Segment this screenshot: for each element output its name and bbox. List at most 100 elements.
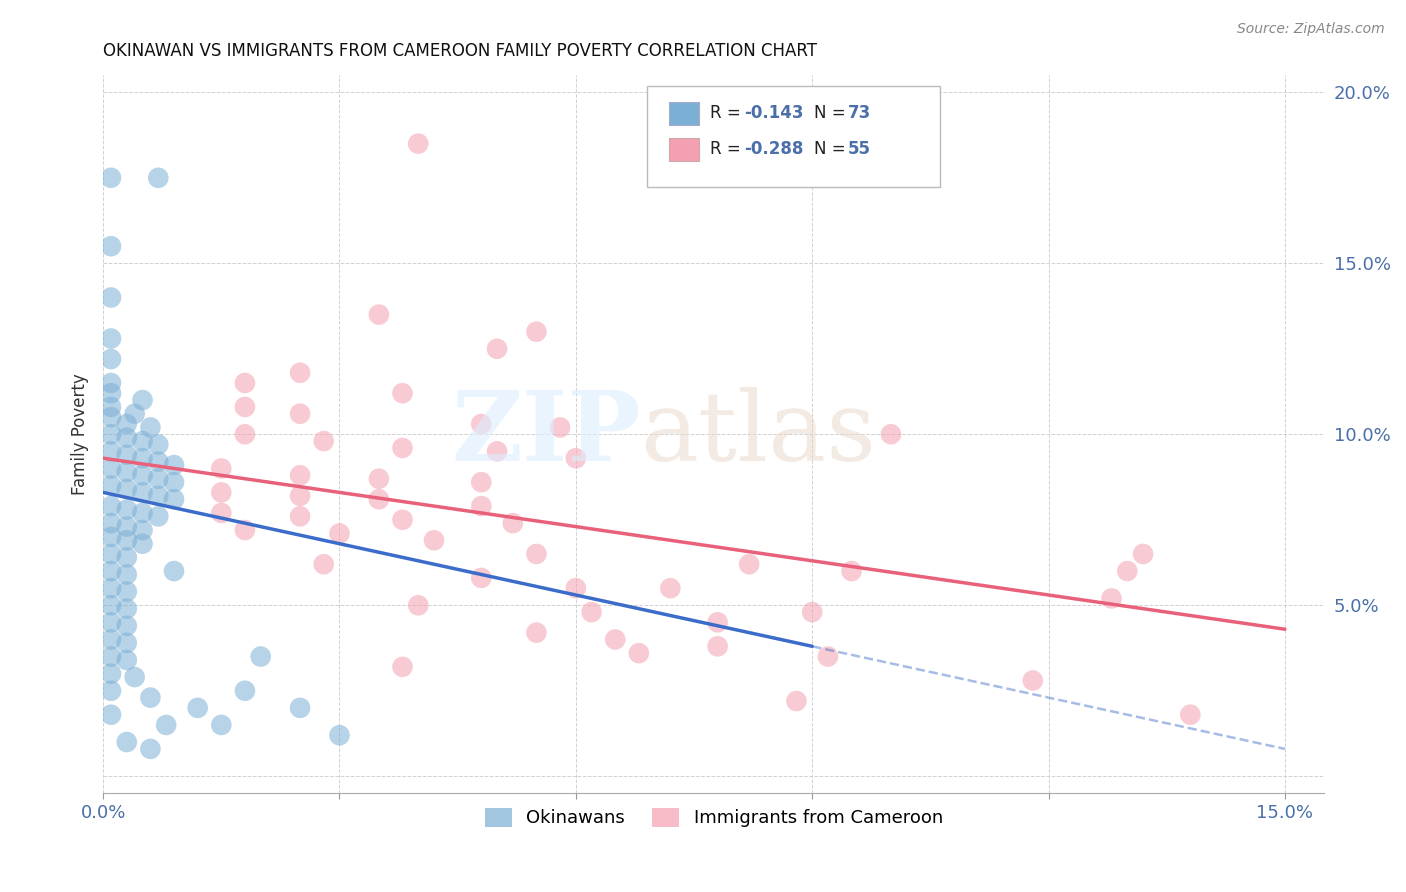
Point [115, 636, 138, 650]
Point [100, 649, 122, 664]
Point [115, 567, 138, 582]
FancyBboxPatch shape [668, 138, 699, 161]
Point [131, 506, 153, 520]
Point [100, 707, 122, 722]
Point [139, 742, 162, 756]
Point [148, 489, 170, 503]
Point [1180, 707, 1202, 722]
Point [841, 564, 863, 578]
Text: 55: 55 [848, 140, 872, 158]
Point [100, 332, 122, 346]
Point [115, 519, 138, 533]
Point [502, 516, 524, 531]
Point [100, 478, 122, 492]
Point [288, 366, 311, 380]
Point [1116, 564, 1139, 578]
Point [131, 468, 153, 483]
Point [163, 475, 186, 490]
Point [131, 485, 153, 500]
Point [115, 619, 138, 633]
Point [328, 526, 350, 541]
Point [115, 465, 138, 479]
Text: 73: 73 [848, 104, 872, 122]
Point [115, 584, 138, 599]
Point [233, 683, 256, 698]
Point [100, 444, 122, 458]
Point [163, 564, 186, 578]
Point [288, 407, 311, 421]
Text: -0.288: -0.288 [744, 140, 804, 158]
Point [406, 599, 429, 613]
Point [100, 581, 122, 595]
Point [115, 533, 138, 548]
Text: R =: R = [710, 104, 747, 122]
Point [627, 646, 650, 660]
Point [367, 472, 389, 486]
Point [209, 506, 232, 520]
Point [470, 571, 492, 585]
Point [548, 420, 571, 434]
Point [100, 410, 122, 425]
Point [163, 492, 186, 507]
Point [148, 455, 170, 469]
Point [100, 683, 122, 698]
Point [526, 325, 548, 339]
Point [139, 420, 162, 434]
Point [233, 376, 256, 390]
Point [131, 393, 153, 408]
Point [1101, 591, 1123, 606]
Point [124, 407, 146, 421]
Point [148, 472, 170, 486]
Point [391, 386, 413, 401]
Point [328, 728, 350, 742]
Text: N =: N = [814, 104, 851, 122]
Text: OKINAWAN VS IMMIGRANTS FROM CAMEROON FAMILY POVERTY CORRELATION CHART: OKINAWAN VS IMMIGRANTS FROM CAMEROON FAM… [103, 42, 817, 60]
Point [312, 434, 335, 449]
Point [155, 718, 177, 732]
Text: atlas: atlas [641, 387, 876, 482]
Point [249, 649, 271, 664]
Text: ZIP: ZIP [451, 387, 641, 482]
Point [470, 499, 492, 513]
Point [233, 427, 256, 442]
Point [163, 458, 186, 472]
Point [148, 170, 170, 185]
Point [1022, 673, 1045, 688]
Point [100, 615, 122, 630]
Point [367, 308, 389, 322]
Point [115, 653, 138, 667]
Point [100, 599, 122, 613]
Point [565, 581, 588, 595]
Point [288, 701, 311, 715]
Point [312, 558, 335, 572]
Point [470, 475, 492, 490]
Point [406, 136, 429, 151]
Point [880, 427, 903, 442]
Y-axis label: Family Poverty: Family Poverty [72, 374, 89, 495]
Point [100, 400, 122, 414]
Point [565, 451, 588, 466]
Point [785, 694, 807, 708]
Point [148, 509, 170, 524]
Point [706, 640, 728, 654]
Point [209, 461, 232, 475]
Point [423, 533, 446, 548]
Point [233, 400, 256, 414]
Point [100, 530, 122, 544]
Point [209, 718, 232, 732]
Point [100, 666, 122, 681]
Point [115, 448, 138, 462]
Point [124, 670, 146, 684]
Point [1132, 547, 1154, 561]
Point [100, 291, 122, 305]
Point [115, 417, 138, 431]
FancyBboxPatch shape [668, 103, 699, 126]
Point [288, 489, 311, 503]
Point [391, 513, 413, 527]
Point [100, 564, 122, 578]
Point [470, 417, 492, 431]
Point [100, 386, 122, 401]
Point [139, 690, 162, 705]
Point [100, 352, 122, 367]
Text: R =: R = [710, 140, 747, 158]
